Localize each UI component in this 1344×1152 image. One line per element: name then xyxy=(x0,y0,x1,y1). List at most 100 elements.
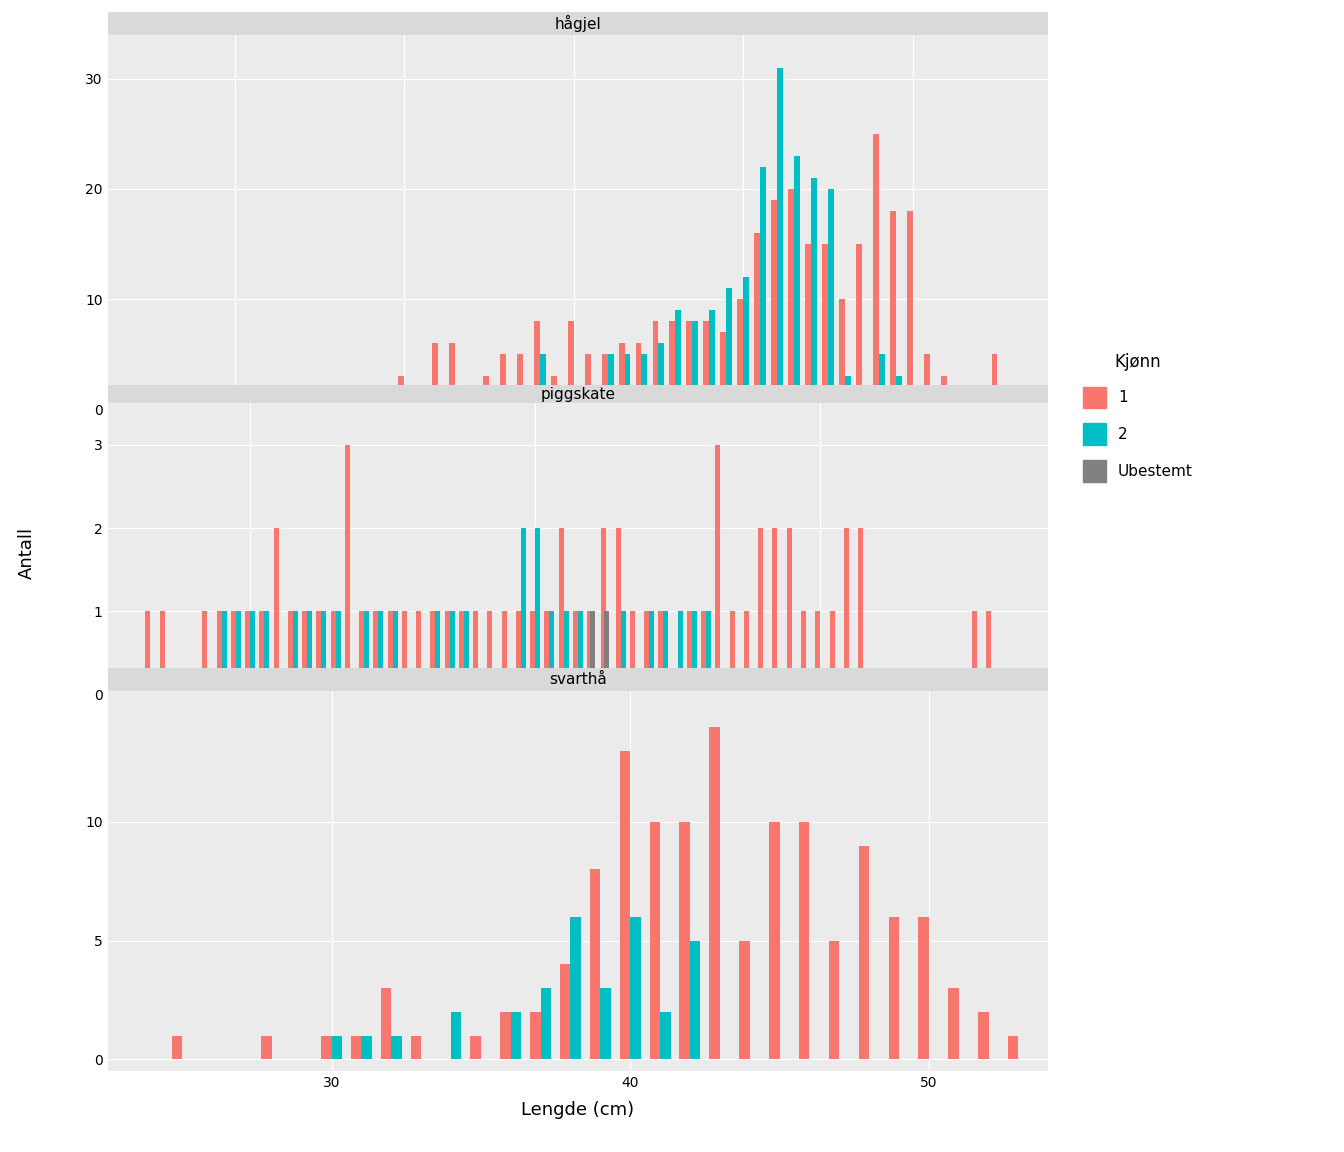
Bar xyxy=(505,387,512,409)
Bar xyxy=(351,1036,362,1060)
Bar xyxy=(563,612,569,695)
Bar xyxy=(669,321,676,409)
Bar xyxy=(907,211,913,409)
Bar xyxy=(625,354,630,409)
Text: svarthå: svarthå xyxy=(550,673,606,688)
Bar xyxy=(777,68,784,409)
Bar xyxy=(649,821,660,1060)
Bar xyxy=(590,612,594,695)
Bar xyxy=(435,612,441,695)
Bar xyxy=(676,310,681,409)
Bar xyxy=(387,612,392,695)
Bar xyxy=(445,612,450,695)
Bar xyxy=(703,321,710,409)
Bar xyxy=(801,612,806,695)
Bar xyxy=(758,528,763,695)
Bar xyxy=(630,612,634,695)
Bar xyxy=(659,343,664,409)
Bar xyxy=(108,12,1048,35)
Bar xyxy=(958,399,964,409)
Bar xyxy=(265,612,269,695)
Bar xyxy=(621,612,626,695)
Bar xyxy=(570,917,581,1060)
Bar xyxy=(590,387,597,409)
Bar xyxy=(245,612,250,695)
Bar xyxy=(336,612,340,695)
Bar xyxy=(872,134,879,409)
Bar xyxy=(578,612,583,695)
Bar xyxy=(702,612,706,695)
Bar xyxy=(660,1011,671,1060)
Bar xyxy=(108,385,1048,403)
Bar xyxy=(786,528,792,695)
Bar xyxy=(845,377,851,409)
Bar xyxy=(235,612,241,695)
Bar xyxy=(452,1011,461,1060)
Bar xyxy=(108,668,1048,691)
Bar xyxy=(391,1036,402,1060)
Bar xyxy=(788,189,794,409)
Bar xyxy=(730,612,735,695)
Bar xyxy=(844,528,849,695)
Bar xyxy=(773,528,777,695)
Bar xyxy=(411,1036,421,1060)
Bar xyxy=(274,528,278,695)
Bar xyxy=(438,387,444,409)
Bar xyxy=(458,612,464,695)
Bar xyxy=(771,199,777,409)
Bar xyxy=(535,528,540,695)
Bar xyxy=(603,612,609,695)
Bar xyxy=(618,343,625,409)
Bar xyxy=(972,612,977,695)
Bar xyxy=(923,354,930,409)
Bar xyxy=(231,612,235,695)
Bar xyxy=(601,988,610,1060)
Bar xyxy=(680,821,689,1060)
Bar xyxy=(402,612,407,695)
Bar xyxy=(636,343,641,409)
Bar xyxy=(620,751,630,1060)
Bar xyxy=(805,244,810,409)
Bar xyxy=(500,354,505,409)
Bar xyxy=(449,343,456,409)
Bar xyxy=(321,612,327,695)
Bar xyxy=(829,941,839,1060)
Bar xyxy=(466,387,472,409)
Bar xyxy=(754,233,761,409)
Bar xyxy=(761,167,766,409)
Bar xyxy=(489,387,495,409)
Bar xyxy=(798,821,809,1060)
Bar xyxy=(387,399,394,409)
Bar xyxy=(293,612,298,695)
Bar xyxy=(500,1011,511,1060)
Bar xyxy=(659,612,664,695)
Bar xyxy=(710,310,715,409)
Bar xyxy=(415,387,421,409)
Bar xyxy=(456,387,461,409)
Bar xyxy=(392,612,398,695)
Bar xyxy=(573,612,578,695)
Bar xyxy=(534,321,540,409)
Text: hågjel: hågjel xyxy=(555,15,601,31)
Bar xyxy=(417,612,421,695)
Bar xyxy=(839,300,845,409)
Bar xyxy=(978,1011,989,1060)
Bar xyxy=(859,846,870,1060)
Bar xyxy=(715,445,720,695)
Bar xyxy=(345,445,349,695)
Bar xyxy=(567,321,574,409)
Bar xyxy=(516,612,521,695)
Bar xyxy=(472,387,478,409)
Bar xyxy=(677,612,683,695)
Bar xyxy=(421,387,427,409)
Bar xyxy=(144,399,151,409)
Bar xyxy=(1008,1036,1019,1060)
Bar xyxy=(630,917,641,1060)
Bar xyxy=(501,612,507,695)
Bar xyxy=(250,612,255,695)
Bar xyxy=(331,612,336,695)
Bar xyxy=(607,354,613,409)
Bar xyxy=(359,612,364,695)
Text: Antall: Antall xyxy=(17,526,36,579)
Bar xyxy=(857,528,863,695)
